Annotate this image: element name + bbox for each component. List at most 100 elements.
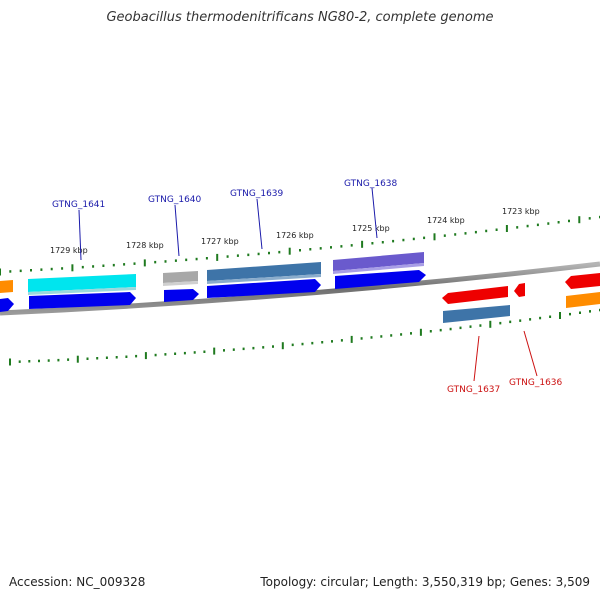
gene-label-GTNG_1639[interactable]: GTNG_1639 [230,189,284,199]
inner-major-tick [559,312,561,319]
outer-minor-tick [236,254,239,257]
outer-minor-tick [30,269,32,272]
outer-minor-tick [174,259,177,262]
outer-major-tick [578,216,581,224]
inner-minor-tick [449,327,452,331]
gene-label-GTNG_1637[interactable]: GTNG_1637 [447,385,500,395]
gene-blue-3[interactable] [207,279,321,298]
outer-minor-tick [164,260,167,263]
gene-orange-left-outer[interactable] [0,280,13,293]
leader-GTNG_1638 [371,187,378,239]
gene-blue-left-edge[interactable] [0,298,14,312]
inner-minor-tick [499,321,502,325]
inner-minor-tick [380,335,383,338]
outer-gene-row [0,252,600,295]
outer-major-tick [216,253,219,261]
outer-minor-tick [40,268,43,271]
inner-minor-tick [331,340,333,343]
outer-minor-tick [588,217,591,220]
inner-minor-tick [400,333,403,336]
inner-minor-tick [429,330,432,333]
inner-minor-tick [67,358,70,361]
gene-red-right-outer[interactable] [565,273,600,289]
leader-GTNG_1641 [78,209,82,261]
inner-minor-tick [96,357,99,360]
kbp-label-1727: 1727 kbp [201,237,239,246]
inner-minor-tick [115,356,118,359]
inner-tick-ruler [9,308,600,366]
gene-steel-GTNG_1637[interactable] [443,305,510,323]
outer-major-tick [505,225,508,232]
inner-minor-tick [135,354,138,358]
inner-minor-tick [459,326,462,330]
outer-minor-tick [112,263,115,267]
inner-major-tick [350,335,353,343]
inner-minor-tick [370,336,373,339]
inner-major-tick [281,342,284,350]
outer-minor-tick [19,269,22,273]
outer-minor-tick [526,224,529,228]
gene-blue-2[interactable] [164,289,199,302]
outer-minor-tick [257,252,260,256]
inner-minor-tick [479,324,482,327]
inner-major-tick [489,320,492,328]
leader-GTNG_1637 [473,335,480,382]
gene-label-GTNG_1640[interactable]: GTNG_1640 [148,195,202,205]
kbp-label-1728: 1728 kbp [126,241,164,250]
gene-orange-right-inner[interactable] [566,292,600,308]
inner-minor-tick [272,345,274,348]
outer-minor-tick [392,239,395,243]
outer-minor-tick [102,264,105,267]
gene-blue-1[interactable] [29,292,136,309]
gene-label-GTNG_1636[interactable]: GTNG_1636 [509,378,563,388]
outer-minor-tick [443,234,446,237]
inner-minor-tick [164,353,167,356]
inner-minor-tick [154,353,157,357]
inner-minor-tick [589,310,591,313]
gene-gray-GTNG_1640[interactable] [163,271,198,283]
gene-cyan-GTNG_1641[interactable] [28,274,136,292]
outer-minor-tick [402,238,405,242]
accession-text: Accession: NC_009328 [9,575,146,589]
outer-minor-tick [350,244,353,247]
inner-minor-tick [529,318,532,321]
gene-label-GTNG_1641[interactable]: GTNG_1641 [52,200,105,210]
outer-minor-tick [330,246,332,249]
outer-major-tick [71,264,74,272]
outer-minor-tick [547,222,550,225]
gene-purple-GTNG_1638[interactable] [333,252,424,271]
inner-minor-tick [301,342,304,346]
inner-minor-tick [28,360,31,363]
outer-minor-tick [319,247,322,250]
inner-minor-tick [311,341,314,345]
outer-tick-ruler [0,215,600,276]
outer-minor-tick [81,265,84,269]
gene-label-GTNG_1638[interactable]: GTNG_1638 [344,179,398,189]
outer-major-tick [433,233,436,241]
outer-minor-tick [516,226,519,229]
outer-minor-tick [61,267,64,270]
inner-minor-tick [519,319,522,322]
kbp-labels: 1729 kbp 1728 kbp 1727 kbp 1726 kbp 1725… [50,207,540,255]
forward-gene-labels: GTNG_1641 GTNG_1640 GTNG_1639 GTNG_1638 [52,179,398,261]
outer-minor-tick [381,241,384,244]
inner-minor-tick [539,316,542,320]
gene-steel-GTNG_1639[interactable] [207,262,321,281]
inner-minor-tick [410,332,412,335]
outer-major-tick [0,268,1,276]
outer-minor-tick [536,223,539,227]
outer-major-tick [143,259,146,267]
gene-blue-4[interactable] [335,270,426,289]
outer-minor-tick [123,263,126,266]
gene-red-GTNG_1636[interactable] [514,283,525,297]
outer-minor-tick [495,228,498,231]
inner-minor-tick [252,346,255,350]
inner-minor-tick [569,312,571,316]
inner-minor-tick [47,359,50,362]
inner-minor-tick [360,337,363,340]
inner-minor-tick [262,346,265,349]
inner-minor-tick [469,325,472,328]
gene-red-GTNG_1637[interactable] [442,286,508,304]
outer-minor-tick [474,230,477,234]
